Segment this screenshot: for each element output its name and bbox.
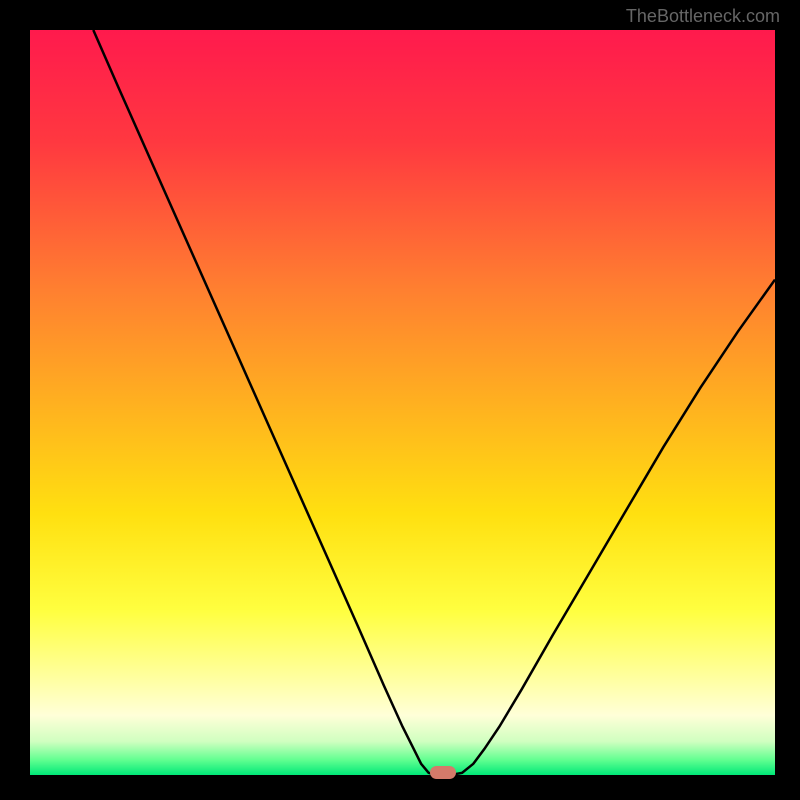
- optimal-point-marker: [430, 766, 456, 779]
- curve-path: [93, 30, 775, 775]
- chart-plot-area: [30, 30, 775, 775]
- bottleneck-curve: [30, 30, 775, 775]
- watermark-text: TheBottleneck.com: [626, 6, 780, 27]
